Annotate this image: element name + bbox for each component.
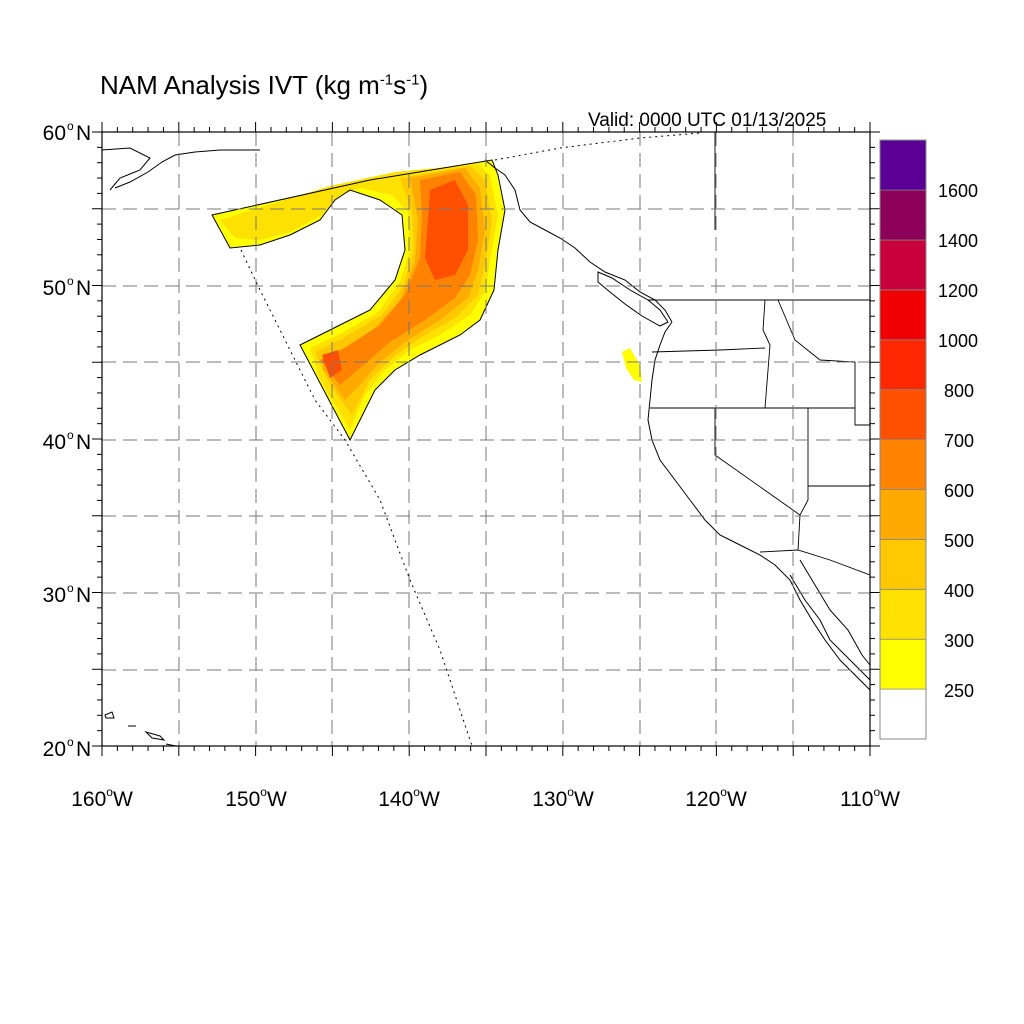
id-mt-border — [777, 299, 870, 426]
southeast-alaska-bc-coast — [484, 159, 673, 323]
ivt-contour-700 — [425, 180, 468, 280]
map-title: NAM Analysis IVT (kg m-1s-1) — [100, 70, 429, 100]
lat-axis-labels: 60 50 40 30 20 o o o o o N N N N N — [43, 119, 92, 761]
axis-ticks — [92, 122, 880, 756]
colorbar-box — [879, 539, 927, 590]
cb-label-600: 600 — [944, 481, 974, 501]
gulf-of-california — [799, 559, 870, 666]
lon-axis-labels: 160oW 150oW 140oW 130oW 120oW 110oW — [71, 785, 900, 811]
vancouver-island — [597, 271, 669, 327]
ivt-shading — [211, 159, 642, 442]
az-border — [797, 486, 809, 551]
valid-time-label: Valid: 0000 UTC 01/13/2025 — [588, 110, 827, 131]
baja-peninsula — [789, 574, 870, 681]
colorbar-box — [879, 139, 927, 191]
wa-or-border — [651, 347, 766, 353]
hawaii-islands — [104, 711, 177, 746]
lon-label-140w: 140oW — [378, 785, 440, 811]
lon-label-160w: 160oW — [71, 785, 133, 811]
nv-ut-border — [807, 408, 870, 487]
svg-text:N: N — [76, 584, 91, 607]
svg-text:o: o — [67, 274, 74, 288]
lon-label-150w: 150oW — [225, 785, 287, 811]
colorbar-frame — [879, 139, 927, 740]
svg-text:o: o — [67, 735, 74, 749]
svg-text:N: N — [76, 122, 91, 145]
cb-label-700: 700 — [944, 431, 974, 451]
idaho-border — [762, 299, 771, 409]
svg-text:N: N — [76, 738, 91, 761]
lat-label-40n: 40 — [43, 431, 66, 454]
colorbar-box — [879, 638, 927, 690]
colorbar: 250 300 400 500 600 700 800 1000 1200 14… — [879, 139, 978, 740]
alaska-coast — [102, 147, 260, 191]
cb-label-1600: 1600 — [938, 181, 978, 201]
colorbar-box — [879, 489, 927, 540]
lon-label-130w: 130oW — [532, 785, 594, 811]
colorbar-box — [879, 239, 927, 291]
colorbar-box — [879, 339, 927, 391]
domain-boundary — [240, 132, 701, 746]
cb-label-1200: 1200 — [938, 281, 978, 301]
lon-label-120w: 120oW — [685, 785, 747, 811]
cb-label-400: 400 — [944, 581, 974, 601]
cb-label-500: 500 — [944, 531, 974, 551]
svg-text:o: o — [67, 581, 74, 595]
cb-label-300: 300 — [944, 631, 974, 651]
lat-label-50n: 50 — [43, 277, 66, 300]
cb-label-250: 250 — [944, 681, 974, 701]
ivt-outline — [211, 159, 506, 442]
cb-label-800: 800 — [944, 381, 974, 401]
lat-label-60n: 60 — [43, 122, 66, 145]
svg-text:N: N — [76, 431, 91, 454]
cb-label-1400: 1400 — [938, 231, 978, 251]
lat-label-30n: 30 — [43, 584, 66, 607]
colorbar-box — [879, 389, 927, 441]
ivt-contour-250-coast — [622, 348, 642, 382]
svg-text:o: o — [67, 119, 74, 133]
colorbar-box — [879, 688, 927, 740]
lon-label-110w: 110oW — [840, 785, 900, 811]
colorbar-box — [879, 289, 927, 341]
west-coast-us — [647, 321, 870, 691]
ca-nv-border — [714, 408, 801, 516]
political-boundaries — [648, 132, 870, 576]
svg-text:o: o — [67, 428, 74, 442]
svg-text:N: N — [76, 277, 91, 300]
colorbar-box — [879, 189, 927, 241]
cb-label-1000: 1000 — [938, 331, 978, 351]
lat-lon-grid — [102, 132, 870, 746]
us-mexico-border — [759, 549, 870, 576]
lat-label-20n: 20 — [43, 738, 66, 761]
colorbar-box — [879, 588, 927, 640]
colorbar-box — [879, 439, 927, 490]
